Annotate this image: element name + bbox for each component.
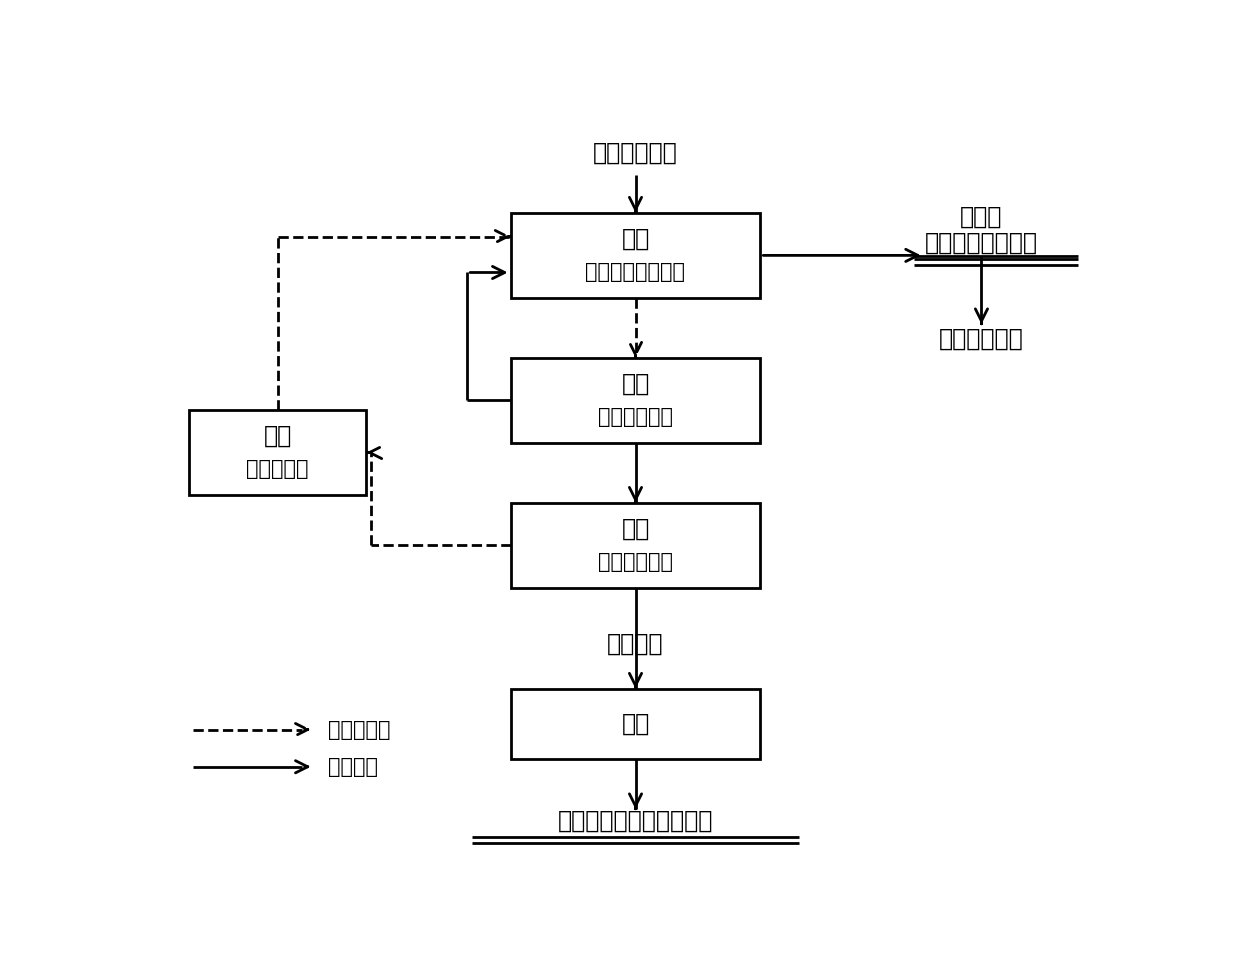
- Text: 萃余液: 萃余液: [960, 205, 1003, 228]
- Text: （酸溶液）: （酸溶液）: [247, 459, 309, 479]
- Text: （纯钼酸铵溶液）: （纯钼酸铵溶液）: [925, 230, 1038, 254]
- Text: 洗涤: 洗涤: [621, 372, 650, 396]
- Bar: [511, 357, 760, 443]
- Text: （碱性溶液）: （碱性溶液）: [598, 552, 673, 572]
- Text: （稀碱溶液）: （稀碱溶液）: [598, 407, 673, 427]
- Text: 有机相流向: 有机相流向: [327, 720, 391, 740]
- Text: 钨钼混合溶液: 钨钼混合溶液: [593, 141, 678, 165]
- Text: 水相流向: 水相流向: [327, 756, 378, 777]
- Bar: [511, 213, 760, 298]
- Bar: [511, 502, 760, 588]
- Text: 除钼: 除钼: [621, 712, 650, 736]
- Text: （酸化的有机相）: （酸化的有机相）: [585, 262, 686, 282]
- Bar: [511, 689, 760, 759]
- Text: 反萃: 反萃: [621, 517, 650, 541]
- Bar: [188, 410, 367, 496]
- Text: 纯钼酸铵产品: 纯钼酸铵产品: [939, 327, 1024, 351]
- Text: 酸化: 酸化: [263, 424, 291, 448]
- Text: 萃钨: 萃钨: [621, 227, 650, 251]
- Text: 纯钨酸铵（钨酸钠）产品: 纯钨酸铵（钨酸钠）产品: [558, 810, 713, 833]
- Text: 富钨溶液: 富钨溶液: [608, 632, 663, 656]
